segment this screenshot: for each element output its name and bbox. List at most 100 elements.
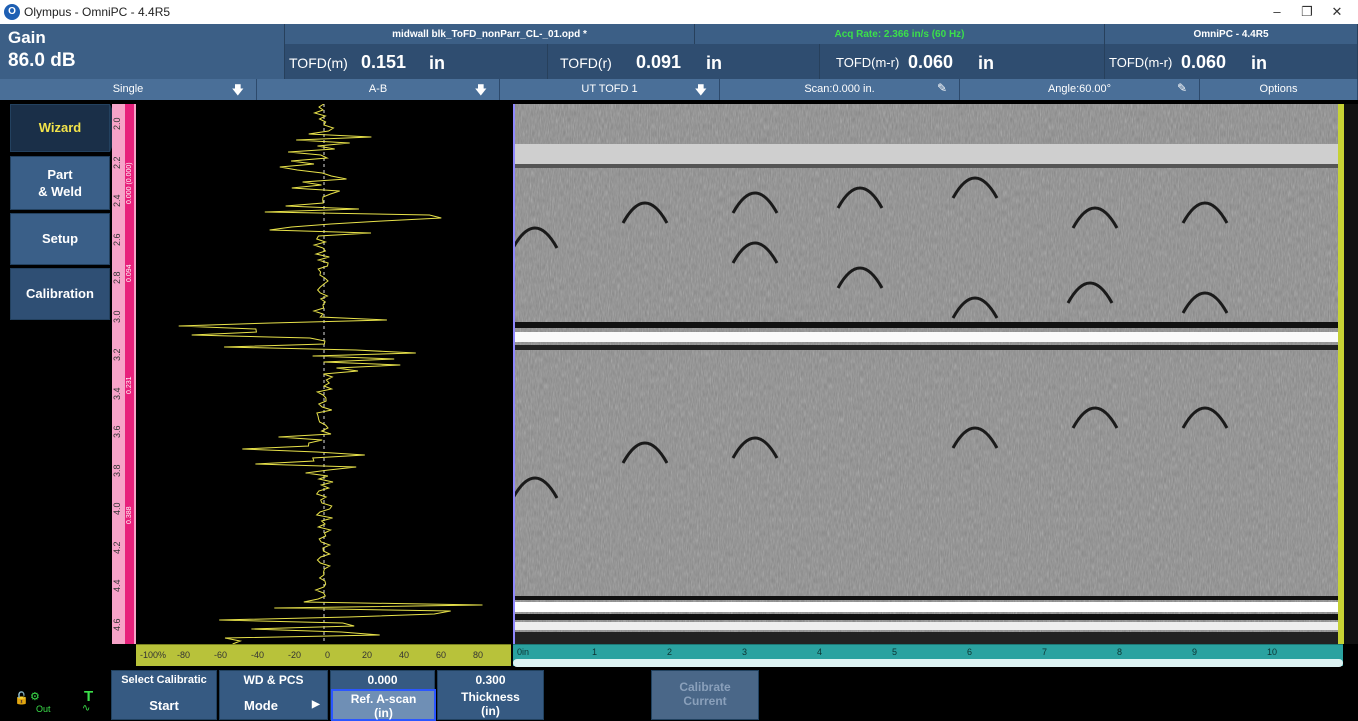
amplitude-tick-label: -40 bbox=[251, 650, 265, 660]
gain-value: 86.0 dB bbox=[8, 50, 76, 71]
file-name: midwall blk_ToFD_nonParr_CL-_01.opd * bbox=[392, 29, 587, 40]
gate-bar bbox=[125, 104, 134, 644]
select-calibration-label: Select Calibratic bbox=[121, 674, 207, 686]
dropdown-arrow-icon: 🡇 bbox=[231, 83, 244, 97]
ref-ascan-unit: (in) bbox=[374, 706, 393, 720]
current-label: Current bbox=[683, 694, 727, 708]
part-weld-button[interactable]: Part & Weld bbox=[10, 156, 110, 210]
depth-tick-label: 4.4 bbox=[112, 579, 122, 592]
wd-pcs-mode-button[interactable]: WD & PCS Mode ▶ bbox=[219, 670, 328, 720]
readout-tofd-r[interactable]: TOFD(r) 0.091 in bbox=[548, 44, 820, 79]
depth-tick-label: 2.6 bbox=[112, 232, 122, 246]
group-selector[interactable]: UT TOFD 1 🡇 bbox=[500, 79, 720, 100]
diffraction-arc bbox=[1066, 281, 1114, 304]
scan-axis: 0in 1 2 3 4 5 6 7 8 9 10 bbox=[513, 644, 1343, 667]
diffraction-arc bbox=[836, 266, 884, 289]
window-title: Olympus - OmniPC - 4.4R5 bbox=[24, 5, 171, 19]
acq-rate-panel: Acq Rate: 2.366 in/s (60 Hz) bbox=[695, 24, 1105, 44]
close-icon[interactable]: ✕ bbox=[1331, 4, 1343, 19]
calibration-button[interactable]: Calibration bbox=[10, 268, 110, 320]
diffraction-arc bbox=[1071, 406, 1119, 429]
options-menu[interactable]: Options bbox=[1200, 79, 1358, 100]
scan-axis-scrollbar[interactable] bbox=[513, 659, 1343, 667]
a-scan-view[interactable] bbox=[136, 103, 511, 645]
diffraction-arc bbox=[951, 426, 999, 449]
diffraction-arc bbox=[951, 176, 999, 199]
scan-tick-label: 0in bbox=[517, 647, 530, 657]
readout-unit: in bbox=[978, 53, 994, 73]
scan-tick-label: 9 bbox=[1192, 647, 1198, 657]
restore-icon[interactable]: ❐ bbox=[1301, 4, 1313, 19]
right-scrollbar[interactable] bbox=[1344, 104, 1358, 644]
layout-selector[interactable]: Single 🡇 bbox=[0, 79, 257, 100]
readout-label: TOFD(m) bbox=[289, 55, 348, 71]
depth-tick-label: 2.0 bbox=[112, 117, 122, 130]
gain-panel[interactable]: Gain 86.0 dB bbox=[0, 24, 285, 79]
amplitude-tick-label: -100% bbox=[140, 650, 167, 660]
select-calibration-button[interactable]: Select Calibratic Start bbox=[111, 670, 217, 720]
setup-button[interactable]: Setup bbox=[10, 213, 110, 265]
amplitude-tick-label: 60 bbox=[436, 650, 447, 660]
diffraction-arc bbox=[731, 241, 779, 264]
scan-tick-label: 1 bbox=[592, 647, 598, 657]
depth-tick-label: 3.6 bbox=[112, 425, 122, 438]
diffraction-arc bbox=[621, 441, 669, 464]
pencil-icon: ✎ bbox=[1176, 81, 1187, 95]
diffraction-arc bbox=[515, 476, 559, 499]
depth-side-label: 0.388 bbox=[126, 506, 133, 524]
a-scan-plot bbox=[178, 103, 483, 645]
amplitude-tick-label: -80 bbox=[177, 650, 191, 660]
status-out: Out bbox=[36, 704, 51, 714]
mode-label: Mode bbox=[244, 698, 278, 713]
diffraction-arc bbox=[1181, 291, 1229, 314]
play-arrow-icon: ▶ bbox=[312, 699, 320, 710]
calibrate-current-button[interactable]: Calibrate Current bbox=[651, 670, 759, 720]
readout-tofd-m[interactable]: TOFD(m) 0.151 in bbox=[285, 44, 548, 79]
thickness-field[interactable]: 0.300 Thickness (in) bbox=[437, 670, 544, 720]
angle-field[interactable]: Angle:60.00° ✎ bbox=[960, 79, 1200, 100]
app-version-panel: OmniPC - 4.4R5 bbox=[1105, 24, 1358, 44]
readout-tofd-m-r-2[interactable]: TOFD(m-r) 0.060 in bbox=[1105, 44, 1358, 79]
scan-tick-label: 8 bbox=[1117, 647, 1123, 657]
unlock-icon: 🔓 bbox=[14, 691, 29, 705]
gear-icon: ⚙ bbox=[30, 691, 40, 703]
readout-label: TOFD(m-r) bbox=[836, 55, 900, 70]
readout-label: TOFD(m-r) bbox=[1109, 55, 1173, 70]
view-selector[interactable]: A-B 🡇 bbox=[257, 79, 500, 100]
depth-side-label: 0.094 bbox=[126, 264, 133, 282]
depth-tick-label: 2.8 bbox=[112, 271, 122, 284]
selector-label: Angle:60.00° bbox=[1047, 83, 1112, 95]
wizard-button[interactable]: Wizard bbox=[10, 104, 110, 152]
scan-tick-label: 2 bbox=[667, 647, 673, 657]
thickness-value: 0.300 bbox=[475, 673, 506, 687]
selector-label: Scan:0.000 in. bbox=[804, 83, 875, 95]
scan-tick-label: 6 bbox=[967, 647, 973, 657]
depth-tick-label: 3.0 bbox=[112, 309, 122, 323]
amplitude-tick-label: 40 bbox=[399, 650, 410, 660]
readout-tofd-m-r[interactable]: TOFD(m-r) 0.060 in bbox=[820, 44, 1105, 79]
olympus-logo-icon: O bbox=[4, 4, 20, 20]
calibration-label: Calibration bbox=[26, 286, 94, 301]
app-version: OmniPC - 4.4R5 bbox=[1193, 29, 1269, 40]
diffraction-arc bbox=[1181, 201, 1229, 224]
readout-value: 0.091 bbox=[636, 52, 682, 72]
diffraction-arc bbox=[951, 296, 999, 319]
minimize-icon[interactable]: – bbox=[1273, 4, 1281, 19]
readout-unit: in bbox=[706, 53, 722, 73]
diffraction-arc bbox=[621, 201, 669, 224]
diffraction-arc bbox=[515, 226, 559, 249]
tofd-t-icon: T bbox=[84, 688, 94, 705]
b-scan-color-rail bbox=[1338, 104, 1344, 644]
scan-tick-label: 4 bbox=[817, 647, 823, 657]
scan-tick-label: 5 bbox=[892, 647, 898, 657]
diffraction-arc bbox=[731, 436, 779, 459]
scan-position-field[interactable]: Scan:0.000 in. ✎ bbox=[720, 79, 960, 100]
readout-unit: in bbox=[1251, 53, 1267, 73]
ref-ascan-field[interactable]: 0.000 Ref. A-scan (in) bbox=[330, 670, 436, 721]
setup-label: Setup bbox=[41, 231, 79, 246]
depth-tick-label: 4.0 bbox=[112, 502, 122, 515]
amplitude-tick-label: -60 bbox=[214, 650, 228, 660]
readout-value: 0.060 bbox=[908, 52, 954, 72]
b-scan-view[interactable] bbox=[513, 104, 1338, 644]
part-weld-label-2: & Weld bbox=[38, 184, 82, 199]
